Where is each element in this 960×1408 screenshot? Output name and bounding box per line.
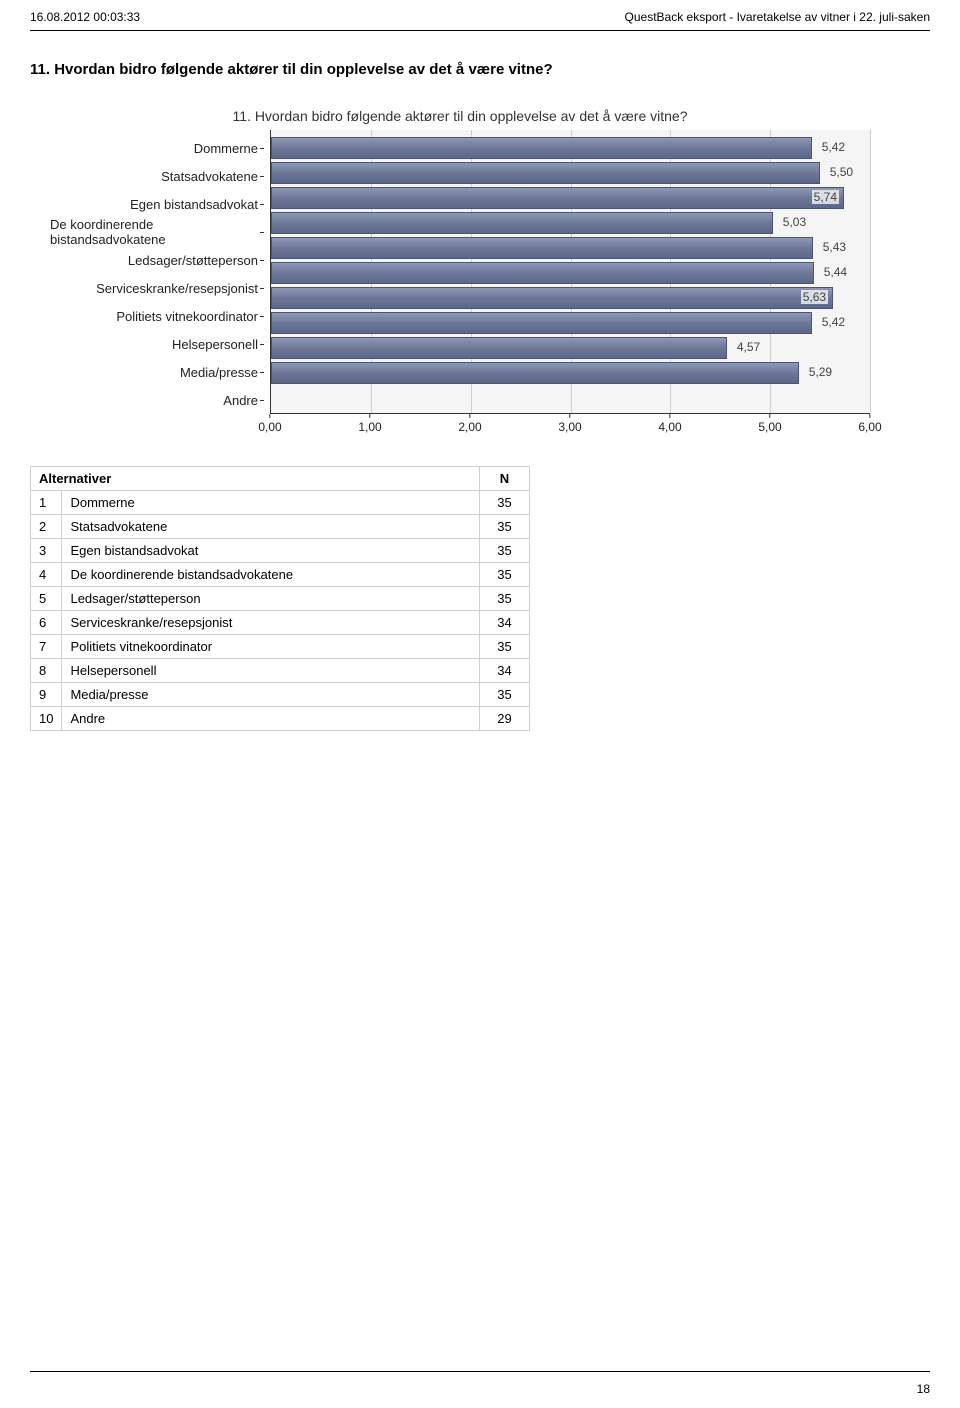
table-row: 4De koordinerende bistandsadvokatene35	[31, 563, 530, 587]
chart-y-label: Andre	[50, 386, 270, 414]
header-date: 16.08.2012 00:03:33	[30, 10, 140, 24]
table-row: 10Andre29	[31, 707, 530, 731]
chart-x-tick: 6,00	[858, 414, 881, 434]
table-cell-label: Media/presse	[62, 683, 480, 707]
chart-x-tick: 0,00	[258, 414, 281, 434]
table-cell-label: Egen bistandsadvokat	[62, 539, 480, 563]
chart-bar: 5,43	[271, 237, 813, 259]
table-cell-index: 9	[31, 683, 62, 707]
chart-title: 11. Hvordan bidro følgende aktører til d…	[50, 108, 870, 124]
chart-y-label: Politiets vitnekoordinator	[50, 302, 270, 330]
table-cell-index: 7	[31, 635, 62, 659]
table-cell-n: 35	[480, 683, 530, 707]
chart-x-tick: 1,00	[358, 414, 381, 434]
chart-y-label: Statsadvokatene	[50, 162, 270, 190]
table-cell-n: 34	[480, 611, 530, 635]
table-cell-n: 35	[480, 515, 530, 539]
table-cell-index: 5	[31, 587, 62, 611]
table-cell-label: Andre	[62, 707, 480, 731]
bar-chart: 11. Hvordan bidro følgende aktører til d…	[50, 108, 870, 436]
table-cell-label: Dommerne	[62, 491, 480, 515]
alternatives-table: Alternativer N 1Dommerne352Statsadvokate…	[30, 466, 530, 731]
chart-plot-area: 5,425,505,745,035,435,445,635,424,575,29	[270, 130, 870, 414]
chart-x-tick: 4,00	[658, 414, 681, 434]
table-row: 1Dommerne35	[31, 491, 530, 515]
table-cell-n: 35	[480, 539, 530, 563]
chart-bar-value: 5,43	[821, 240, 848, 254]
table-row: 6Serviceskranke/resepsjonist34	[31, 611, 530, 635]
chart-y-label: Egen bistandsadvokat	[50, 190, 270, 218]
table-cell-label: De koordinerende bistandsadvokatene	[62, 563, 480, 587]
table-row: 2Statsadvokatene35	[31, 515, 530, 539]
chart-bar-value: 5,44	[822, 265, 849, 279]
table-cell-label: Serviceskranke/resepsjonist	[62, 611, 480, 635]
table-cell-index: 4	[31, 563, 62, 587]
table-row: 7Politiets vitnekoordinator35	[31, 635, 530, 659]
table-cell-n: 35	[480, 635, 530, 659]
table-cell-index: 10	[31, 707, 62, 731]
table-row: 8Helsepersonell34	[31, 659, 530, 683]
chart-bar: 5,74	[271, 187, 844, 209]
chart-bar: 5,29	[271, 362, 799, 384]
chart-y-label: De koordinerende bistandsadvokatene	[50, 218, 270, 246]
chart-bar: 5,63	[271, 287, 833, 309]
table-row: 9Media/presse35	[31, 683, 530, 707]
table-cell-n: 35	[480, 491, 530, 515]
footer-rule	[30, 1371, 930, 1372]
table-cell-label: Ledsager/støtteperson	[62, 587, 480, 611]
chart-bar-value: 5,42	[820, 315, 847, 329]
chart-bar: 5,50	[271, 162, 820, 184]
chart-y-labels: DommerneStatsadvokateneEgen bistandsadvo…	[50, 130, 270, 414]
table-header-n: N	[480, 467, 530, 491]
chart-gridline	[870, 130, 871, 413]
chart-bar: 5,44	[271, 262, 814, 284]
table-cell-index: 2	[31, 515, 62, 539]
page-number: 18	[917, 1382, 930, 1396]
chart-y-label: Serviceskranke/resepsjonist	[50, 274, 270, 302]
page-header: 16.08.2012 00:03:33 QuestBack eksport - …	[0, 0, 960, 30]
table-cell-n: 35	[480, 587, 530, 611]
chart-bar-value: 4,57	[735, 340, 762, 354]
chart-bar: 5,42	[271, 312, 812, 334]
header-source: QuestBack eksport - Ivaretakelse av vitn…	[625, 10, 930, 24]
table-cell-index: 6	[31, 611, 62, 635]
chart-bar-value: 5,63	[801, 290, 828, 304]
chart-bar-value: 5,42	[820, 140, 847, 154]
content: 11. Hvordan bidro følgende aktører til d…	[0, 31, 960, 731]
table-cell-label: Statsadvokatene	[62, 515, 480, 539]
chart-x-tick: 5,00	[758, 414, 781, 434]
chart-x-axis: 0,001,002,003,004,005,006,00	[270, 414, 870, 436]
table-header-alt: Alternativer	[31, 467, 480, 491]
chart-y-label: Ledsager/støtteperson	[50, 246, 270, 274]
chart-bar-value: 5,03	[781, 215, 808, 229]
chart-bar-value: 5,50	[828, 165, 855, 179]
chart-x-tick: 2,00	[458, 414, 481, 434]
table-row: 3Egen bistandsadvokat35	[31, 539, 530, 563]
chart-y-label: Dommerne	[50, 134, 270, 162]
chart-body: DommerneStatsadvokateneEgen bistandsadvo…	[50, 130, 870, 414]
table-cell-n: 35	[480, 563, 530, 587]
table-cell-index: 3	[31, 539, 62, 563]
table-header-row: Alternativer N	[31, 467, 530, 491]
chart-bar-value: 5,74	[812, 190, 839, 204]
chart-y-label: Helsepersonell	[50, 330, 270, 358]
question-heading: 11. Hvordan bidro følgende aktører til d…	[30, 61, 930, 78]
table-cell-n: 34	[480, 659, 530, 683]
table-row: 5Ledsager/støtteperson35	[31, 587, 530, 611]
table-cell-n: 29	[480, 707, 530, 731]
table-cell-label: Politiets vitnekoordinator	[62, 635, 480, 659]
chart-bar: 5,03	[271, 212, 773, 234]
chart-y-label: Media/presse	[50, 358, 270, 386]
chart-bar: 5,42	[271, 137, 812, 159]
chart-x-tick: 3,00	[558, 414, 581, 434]
table-cell-label: Helsepersonell	[62, 659, 480, 683]
table-cell-index: 8	[31, 659, 62, 683]
chart-bar-value: 5,29	[807, 365, 834, 379]
table-cell-index: 1	[31, 491, 62, 515]
chart-bar: 4,57	[271, 337, 727, 359]
